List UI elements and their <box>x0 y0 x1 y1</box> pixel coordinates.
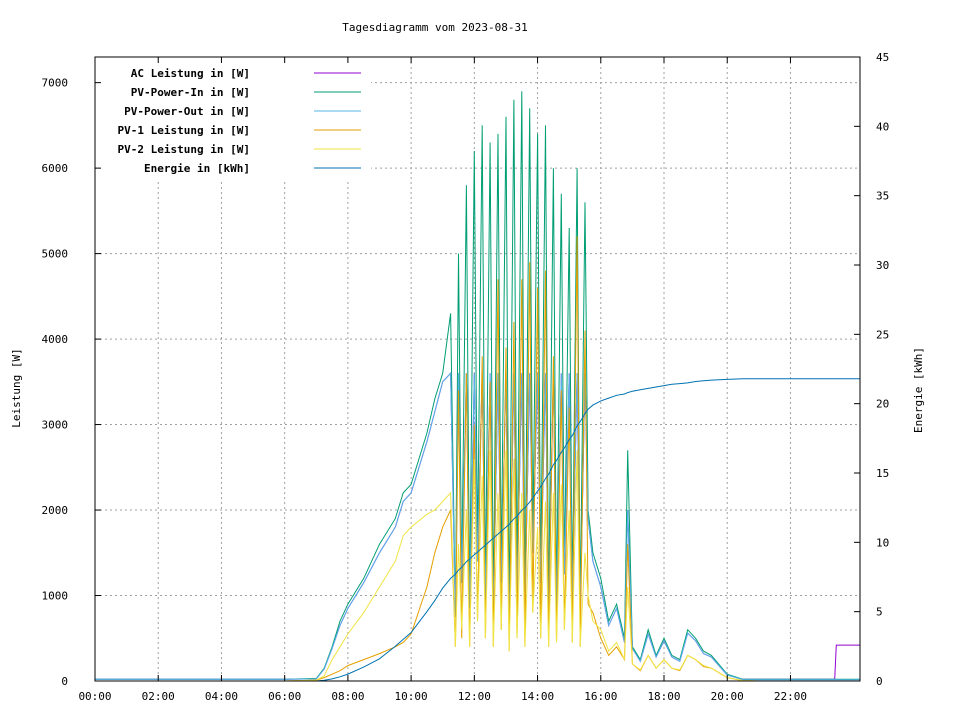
series-lines <box>95 91 860 682</box>
series-line-2 <box>95 91 860 680</box>
axis-ticks: 00:00 02:00 04:00 06:00 08:00 10:00 12:00 14:00… <box>42 51 890 703</box>
y-tick-label: 7000 <box>42 77 69 90</box>
y2-tick-label: 5 <box>876 606 883 619</box>
y2-tick-label: 10 <box>876 536 889 549</box>
x-tick-label: 12:00 <box>458 690 491 703</box>
y2-tick-label: 20 <box>876 398 889 411</box>
y-tick-label: 2000 <box>42 504 69 517</box>
y-tick-label: 1000 <box>42 590 69 603</box>
x-tick-label: 08:00 <box>331 690 364 703</box>
y-tick-label: 3000 <box>42 419 69 432</box>
legend-label: Energie in [kWh] <box>144 162 250 175</box>
x-tick-label: 14:00 <box>521 690 554 703</box>
series-line-6 <box>95 378 860 682</box>
x-tick-label: 06:00 <box>268 690 301 703</box>
plot-frame <box>94 56 861 682</box>
legend-label: PV-1 Leistung in [W] <box>118 124 250 137</box>
legend-label: PV-Power-In in [W] <box>131 86 250 99</box>
y2-axis-label: Energie [kWh] <box>912 347 925 433</box>
x-tick-label: 04:00 <box>205 690 238 703</box>
legend-background <box>96 58 371 179</box>
x-tick-label: 20:00 <box>711 690 744 703</box>
x-tick-label: 00:00 <box>78 690 111 703</box>
y2-tick-label: 15 <box>876 467 889 480</box>
y2-tick-label: 0 <box>876 675 883 688</box>
x-tick-label: 18:00 <box>647 690 680 703</box>
legend: AC Leistung in [W] PV-Power-In in [W] PV-P… <box>96 58 371 179</box>
legend-label: PV-Power-Out in [W] <box>124 105 250 118</box>
legend-label: AC Leistung in [W] <box>131 67 250 80</box>
y2-tick-label: 30 <box>876 259 889 272</box>
y-tick-label: 4000 <box>42 333 69 346</box>
x-tick-label: 02:00 <box>142 690 175 703</box>
y-axis-label: Leistung [W] <box>10 348 23 427</box>
y2-tick-label: 45 <box>876 51 889 64</box>
x-tick-label: 22:00 <box>774 690 807 703</box>
y-tick-label: 0 <box>61 675 68 688</box>
x-tick-label: 16:00 <box>584 690 617 703</box>
y2-tick-label: 25 <box>876 328 889 341</box>
series-line-5 <box>95 450 860 682</box>
chart-title: Tagesdiagramm vom 2023-08-31 <box>342 21 527 34</box>
y-tick-label: 6000 <box>42 162 69 175</box>
legend-label: PV-2 Leistung in [W] <box>118 143 250 156</box>
y2-tick-label: 40 <box>876 120 889 133</box>
x-tick-label: 10:00 <box>395 690 428 703</box>
y2-tick-label: 35 <box>876 190 889 203</box>
y-tick-label: 5000 <box>42 248 69 261</box>
